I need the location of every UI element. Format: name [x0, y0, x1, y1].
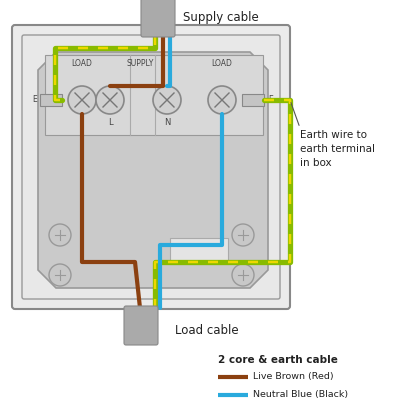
FancyBboxPatch shape [12, 25, 290, 309]
Circle shape [232, 264, 254, 286]
FancyBboxPatch shape [141, 0, 175, 37]
Bar [45, 55, 263, 135]
Text: LOAD: LOAD [72, 59, 92, 68]
Text: SUPPLY: SUPPLY [126, 59, 154, 68]
Text: 2 core & earth cable: 2 core & earth cable [218, 355, 338, 365]
Circle shape [49, 264, 71, 286]
FancyBboxPatch shape [124, 306, 158, 345]
Text: Live Brown (Red): Live Brown (Red) [253, 372, 334, 382]
Text: Earth wire to
earth terminal
in box: Earth wire to earth terminal in box [300, 130, 375, 168]
FancyBboxPatch shape [22, 35, 280, 299]
Circle shape [232, 224, 254, 246]
Text: LOAD: LOAD [212, 59, 232, 68]
Text: Supply cable: Supply cable [183, 12, 259, 24]
Polygon shape [38, 52, 268, 288]
Circle shape [96, 86, 124, 114]
Bar [242, 94, 264, 106]
Text: E: E [32, 96, 37, 104]
Circle shape [208, 86, 236, 114]
Text: Load cable: Load cable [175, 324, 239, 336]
Text: L: L [108, 118, 112, 127]
Circle shape [68, 86, 96, 114]
Circle shape [49, 224, 71, 246]
Text: E: E [268, 96, 273, 104]
Bar [170, 238, 228, 264]
Bar [40, 94, 62, 106]
Text: N: N [164, 118, 170, 127]
Circle shape [153, 86, 181, 114]
Text: Neutral Blue (Black): Neutral Blue (Black) [253, 390, 348, 400]
